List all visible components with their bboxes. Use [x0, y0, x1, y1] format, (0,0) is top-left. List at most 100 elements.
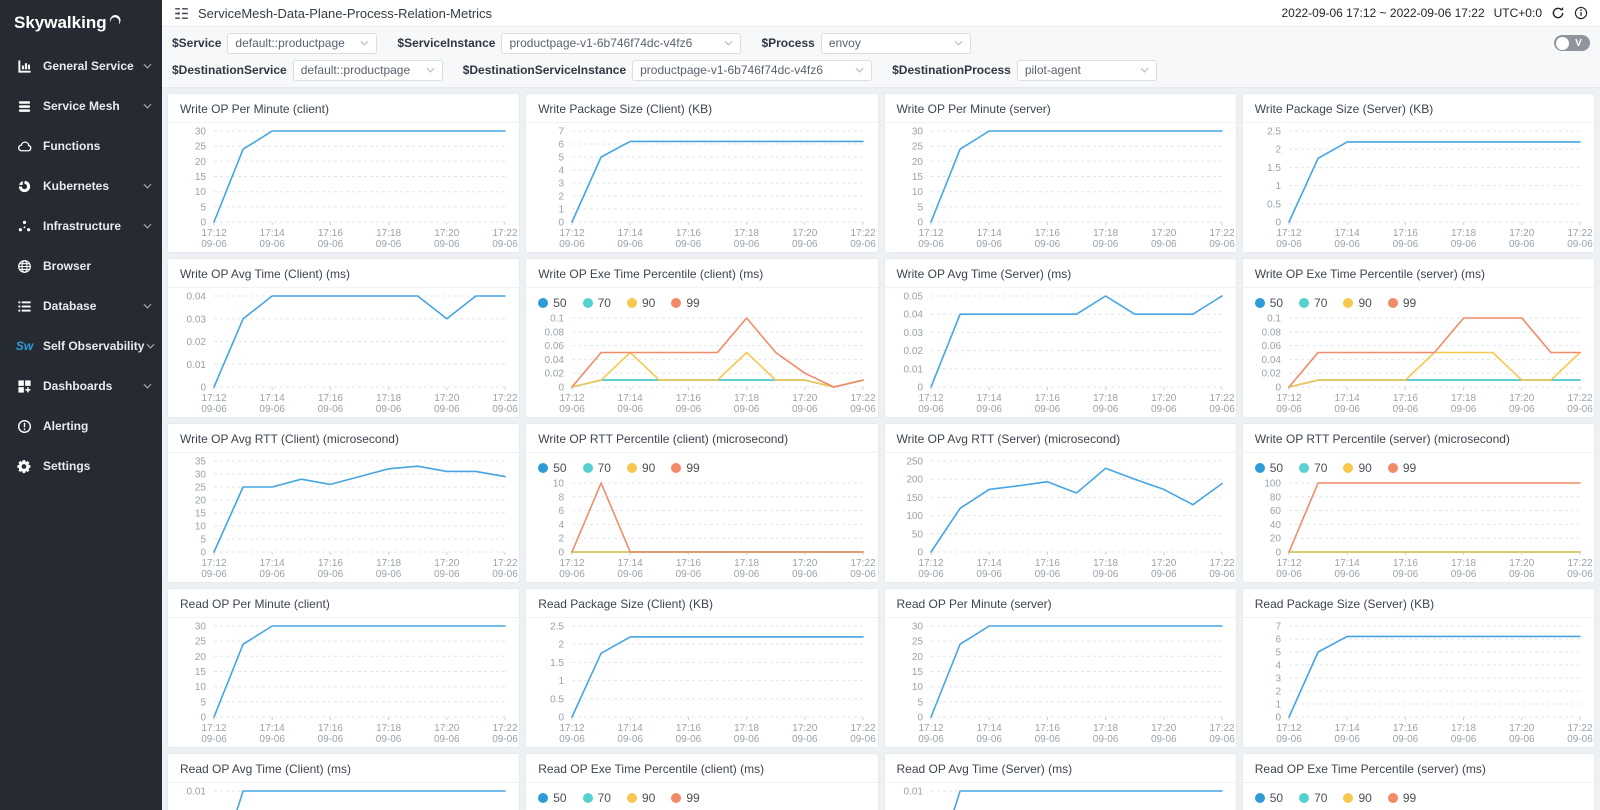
- sidebar-item-database[interactable]: Database: [0, 286, 162, 326]
- sidebar-item-functions[interactable]: Functions: [0, 126, 162, 166]
- svg-text:17:22: 17:22: [1567, 723, 1592, 734]
- legend-item-99[interactable]: 99: [671, 791, 700, 805]
- main-area: ServiceMesh-Data-Plane-Process-Relation-…: [162, 0, 1600, 810]
- chart-card: Read Package Size (Client) (KB) 0 0.5 1 1.5 2…: [525, 588, 879, 748]
- destinationserviceinstance-select[interactable]: productpage-v1-6b746f74dc-v4fz6: [632, 59, 873, 81]
- info-icon[interactable]: [1574, 6, 1588, 20]
- chart-card: Write OP Avg RTT (Client) (microsecond) 0…: [167, 423, 521, 583]
- chart-title: Write OP RTT Percentile (server) (micros…: [1242, 424, 1594, 453]
- legend-item-70[interactable]: 70: [1299, 296, 1327, 310]
- svg-text:17:18: 17:18: [734, 558, 759, 569]
- refresh-icon[interactable]: [1551, 6, 1565, 20]
- service-select[interactable]: default::productpage: [227, 32, 378, 54]
- svg-text:09-06: 09-06: [1276, 404, 1302, 415]
- time-range-text[interactable]: 2022-09-06 17:12 ~ 2022-09-06 17:22: [1281, 6, 1485, 20]
- filter-group-service: $Service default::productpage: [172, 32, 378, 54]
- edit-mode-toggle[interactable]: V: [1554, 35, 1590, 51]
- chart-plot: 0 5 10 15 20 25 30 17:12 09-06 17:14 09-06 17:16 09-…: [168, 618, 519, 747]
- legend-item-99[interactable]: 99: [671, 296, 700, 310]
- sidebar-item-self-observability[interactable]: Sw Self Observability: [0, 326, 162, 366]
- legend-item-99[interactable]: 99: [1387, 296, 1416, 310]
- legend-item-90[interactable]: 90: [626, 461, 655, 475]
- svg-text:17:12: 17:12: [918, 228, 943, 239]
- globe-icon: [16, 259, 33, 274]
- sidebar-item-infrastructure[interactable]: Infrastructure: [0, 206, 162, 246]
- legend-item-90[interactable]: 90: [1343, 461, 1372, 475]
- chart-legend: 50 70 90 99: [1243, 288, 1594, 310]
- svg-text:1: 1: [1275, 700, 1281, 711]
- app-logo[interactable]: Skywalking: [0, 0, 162, 46]
- svg-text:17:20: 17:20: [1509, 393, 1534, 404]
- chart-canvas: 00.010.020.030.0417:1209-0617:1409-0617:…: [187, 292, 519, 416]
- svg-text:09-06: 09-06: [1567, 404, 1593, 415]
- sidebar-item-dashboards[interactable]: Dashboards: [0, 366, 162, 406]
- legend-item-70[interactable]: 70: [582, 791, 611, 805]
- svg-text:09-06: 09-06: [976, 239, 1002, 250]
- chart-canvas: 05101520253017:1209-0617:1409-0617:1609-…: [195, 127, 518, 251]
- svg-text:0.02: 0.02: [545, 369, 565, 380]
- destinationprocess-select[interactable]: pilot-agent: [1016, 59, 1157, 81]
- svg-text:6: 6: [559, 140, 565, 151]
- legend-item-99[interactable]: 99: [671, 461, 700, 475]
- sidebar-item-settings[interactable]: Settings: [0, 446, 162, 486]
- legend-item-70[interactable]: 70: [1299, 461, 1327, 475]
- svg-text:17:16: 17:16: [318, 393, 343, 404]
- svg-text:09-06: 09-06: [1334, 734, 1360, 745]
- legend-item-70[interactable]: 70: [582, 296, 611, 310]
- svg-text:25: 25: [911, 637, 923, 648]
- process-select[interactable]: envoy: [820, 32, 971, 54]
- legend-item-90[interactable]: 90: [626, 791, 655, 805]
- sidebar-item-general-service[interactable]: General Service: [0, 46, 162, 86]
- svg-text:2: 2: [559, 192, 565, 203]
- chart-canvas: 00.0117:1209-0617:1409-0617:1609-0617:18…: [903, 787, 1223, 810]
- sidebar-item-label: Database: [43, 299, 97, 313]
- legend-dot: [626, 793, 637, 803]
- chart-title: Read OP Exe Time Percentile (client) (ms…: [526, 754, 878, 783]
- legend-item-90[interactable]: 90: [1343, 296, 1372, 310]
- svg-text:17:12: 17:12: [560, 228, 585, 239]
- legend-item-70[interactable]: 70: [1299, 791, 1327, 805]
- legend-dot: [626, 298, 637, 308]
- svg-text:17:16: 17:16: [676, 558, 701, 569]
- legend-item-99[interactable]: 99: [1387, 461, 1416, 475]
- legend-item-50[interactable]: 50: [538, 791, 567, 805]
- svg-text:09-06: 09-06: [376, 404, 402, 415]
- legend-item-70[interactable]: 70: [582, 461, 611, 475]
- svg-text:09-06: 09-06: [492, 404, 518, 415]
- svg-text:100: 100: [906, 511, 923, 522]
- series-line-value: [1287, 635, 1581, 718]
- destinationservice-select[interactable]: default::productpage: [292, 59, 443, 81]
- sidebar-item-alerting[interactable]: Alerting: [0, 406, 162, 446]
- sidebar-item-kubernetes[interactable]: Kubernetes: [0, 166, 162, 206]
- legend-item-90[interactable]: 90: [626, 296, 655, 310]
- svg-text:0.5: 0.5: [1267, 199, 1281, 210]
- svg-text:17:14: 17:14: [260, 723, 285, 734]
- database-icon: [16, 299, 33, 314]
- legend-item-50[interactable]: 50: [1254, 461, 1283, 475]
- series-line-value: [929, 625, 1223, 718]
- legend-item-50[interactable]: 50: [1254, 791, 1283, 805]
- legend-dot: [671, 298, 682, 308]
- legend-item-50[interactable]: 50: [538, 296, 567, 310]
- series-line-70: [1287, 379, 1581, 388]
- svg-text:17:20: 17:20: [434, 723, 459, 734]
- legend-item-50[interactable]: 50: [538, 461, 567, 475]
- svg-text:0: 0: [200, 548, 206, 559]
- svg-text:0.05: 0.05: [903, 292, 923, 303]
- svg-text:09-06: 09-06: [1509, 734, 1535, 745]
- sidebar-item-browser[interactable]: Browser: [0, 246, 162, 286]
- svg-text:80: 80: [1270, 492, 1282, 503]
- sidebar-collapse-icon[interactable]: [174, 7, 189, 20]
- legend-item-99[interactable]: 99: [1387, 791, 1416, 805]
- svg-text:09-06: 09-06: [1334, 404, 1360, 415]
- svg-text:0: 0: [1275, 548, 1281, 559]
- sidebar-item-service-mesh[interactable]: Service Mesh: [0, 86, 162, 126]
- svg-text:2: 2: [559, 640, 565, 651]
- legend-item-90[interactable]: 90: [1343, 791, 1372, 805]
- svg-text:09-06: 09-06: [434, 734, 460, 745]
- serviceinstance-select[interactable]: productpage-v1-6b746f74dc-v4fz6: [501, 32, 742, 54]
- svg-text:09-06: 09-06: [1276, 734, 1302, 745]
- svg-text:6: 6: [1275, 635, 1281, 646]
- legend-item-50[interactable]: 50: [1254, 296, 1283, 310]
- svg-text:17:16: 17:16: [1034, 558, 1059, 569]
